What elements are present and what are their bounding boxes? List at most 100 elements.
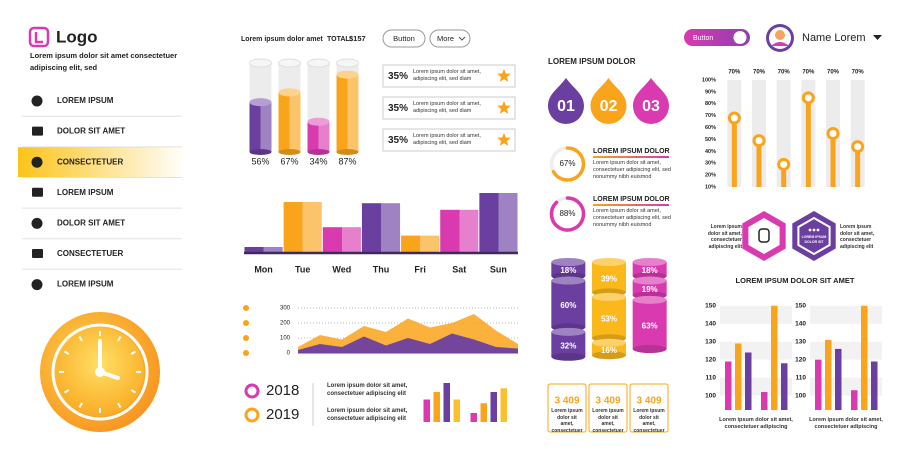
clock-tick <box>78 402 83 409</box>
hexagon-text: Lorem ipsum dolor sit amet, consectetuer… <box>840 224 875 250</box>
user-name[interactable]: Name Lorem <box>802 32 866 44</box>
note-underline <box>593 204 669 206</box>
drop <box>548 78 584 124</box>
rating-value: 35% <box>388 71 408 82</box>
segment-label: 18% <box>642 266 658 275</box>
segment-top <box>592 338 626 347</box>
x-tick-label: Fri <box>414 264 426 274</box>
menu-icon <box>32 187 43 197</box>
clock-tick <box>63 350 70 355</box>
rating-text: Lorem ipsum dolor sit amet, adipiscing e… <box>413 101 481 114</box>
clock-center <box>95 367 105 377</box>
button-label[interactable]: Button <box>393 34 415 43</box>
clock-tick <box>63 389 70 394</box>
x-tick-label: Sun <box>490 264 507 274</box>
bar <box>470 413 477 422</box>
x-tick-label: Sat <box>452 264 466 274</box>
clock-tick <box>78 335 83 342</box>
segment-label: 63% <box>642 322 658 331</box>
rating-text: Lorem ipsum dolor sit amet, adipiscing e… <box>413 69 481 82</box>
bar <box>871 361 878 410</box>
y-tick-label: 90% <box>705 89 716 95</box>
logo-glyph <box>34 32 43 44</box>
y-tick-label: 60% <box>705 125 716 131</box>
y-tick-label: 100 <box>795 392 806 399</box>
segment-label: 19% <box>642 285 658 294</box>
note-text: Lorem ipsum dolor sit amet, consectetuer… <box>593 160 671 180</box>
bar-top <box>278 88 301 97</box>
segment <box>551 331 586 357</box>
bar <box>861 305 868 410</box>
menu-item[interactable]: LOREM IPSUM <box>57 280 114 289</box>
bar <box>479 193 518 253</box>
grid-band <box>720 341 792 360</box>
menu-item[interactable]: CONSECTETUER <box>57 157 123 166</box>
segment <box>632 280 667 296</box>
x-tick-label: Thu <box>373 264 390 274</box>
toggle[interactable] <box>684 29 750 46</box>
bar-bottom <box>249 149 272 155</box>
star <box>497 133 511 146</box>
segment-top <box>592 258 626 266</box>
column-annotation: 70% <box>827 70 840 76</box>
tagline: Lorem ipsum dolor sit amet consectetuer … <box>30 51 178 72</box>
stem <box>855 146 861 187</box>
stem <box>781 164 787 187</box>
drop-label: 02 <box>600 98 618 115</box>
y-tick-label: 40% <box>705 149 716 155</box>
value-label: 87% <box>338 156 356 166</box>
y-tick-label: 0 <box>287 351 291 357</box>
stat-card <box>629 383 669 433</box>
clock-tick <box>130 389 137 394</box>
segment <box>592 262 626 293</box>
logo: Logo <box>56 27 98 46</box>
bar <box>278 92 301 152</box>
star <box>497 69 511 82</box>
menu-item[interactable]: DOLOR SIT AMET <box>57 127 125 136</box>
y-tick-label: 140 <box>795 320 806 327</box>
segment-top <box>632 258 667 266</box>
menu-item[interactable]: DOLOR SIT AMET <box>57 219 125 228</box>
column-bg <box>850 80 865 187</box>
tick-dot <box>243 320 249 326</box>
rating-value: 35% <box>388 135 408 146</box>
y-tick-label: 100 <box>280 336 291 342</box>
bar-top <box>307 117 330 126</box>
button[interactable] <box>382 29 426 48</box>
bar <box>745 352 752 410</box>
stat-card <box>547 383 587 433</box>
lollipop-head <box>752 134 766 148</box>
bar <box>725 361 732 410</box>
bar <box>440 209 479 253</box>
bar <box>835 348 842 410</box>
column-bg <box>752 80 766 187</box>
dropdown-arrow <box>873 35 882 40</box>
toggle-label[interactable]: Button <box>693 35 713 42</box>
button[interactable] <box>429 29 471 48</box>
bar <box>361 203 401 253</box>
bar <box>401 235 440 253</box>
bar <box>825 339 832 410</box>
chart-caption: Lorem ipsum dolor sit amet, consectetuer… <box>809 417 883 430</box>
menu-item[interactable]: LOREM IPSUM <box>57 96 114 105</box>
segment-label: 60% <box>560 301 576 310</box>
bar <box>815 359 822 410</box>
top-caption: Lorem ipsum dolor amet <box>241 36 323 43</box>
stem <box>756 140 762 187</box>
menu-icon <box>32 126 43 136</box>
bar <box>480 403 487 422</box>
y-tick-label: 150 <box>705 303 716 310</box>
segment-label: 18% <box>560 266 576 275</box>
chevron <box>458 36 466 41</box>
button-label[interactable]: More <box>437 34 454 43</box>
segment <box>632 262 667 277</box>
segment-label: 16% <box>601 346 617 355</box>
menu-icon <box>31 217 43 229</box>
stat-value: 3 409 <box>554 396 579 407</box>
y-tick-label: 130 <box>705 338 716 345</box>
grid-band <box>810 341 882 360</box>
dot-icon <box>816 228 820 232</box>
rating-value: 35% <box>388 103 408 114</box>
menu-item[interactable]: LOREM IPSUM <box>57 188 114 197</box>
menu-item[interactable]: CONSECTETUER <box>57 249 123 258</box>
